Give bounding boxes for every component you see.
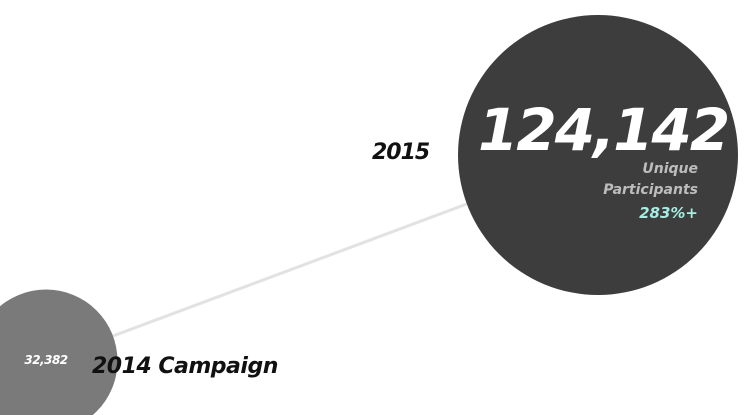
label-2014-campaign: 2014 Campaign (92, 354, 278, 379)
value-2015: 124,142 (478, 96, 730, 164)
caption-unique: Unique (642, 161, 698, 177)
growth-percentage: 283%+ (639, 204, 698, 222)
value-2014: 32,382 (24, 353, 68, 367)
caption-participants: Participants (603, 182, 698, 198)
bubble-2015 (458, 15, 738, 295)
bubble-2014-campaign (0, 289, 118, 415)
label-2015: 2015 (372, 140, 430, 165)
